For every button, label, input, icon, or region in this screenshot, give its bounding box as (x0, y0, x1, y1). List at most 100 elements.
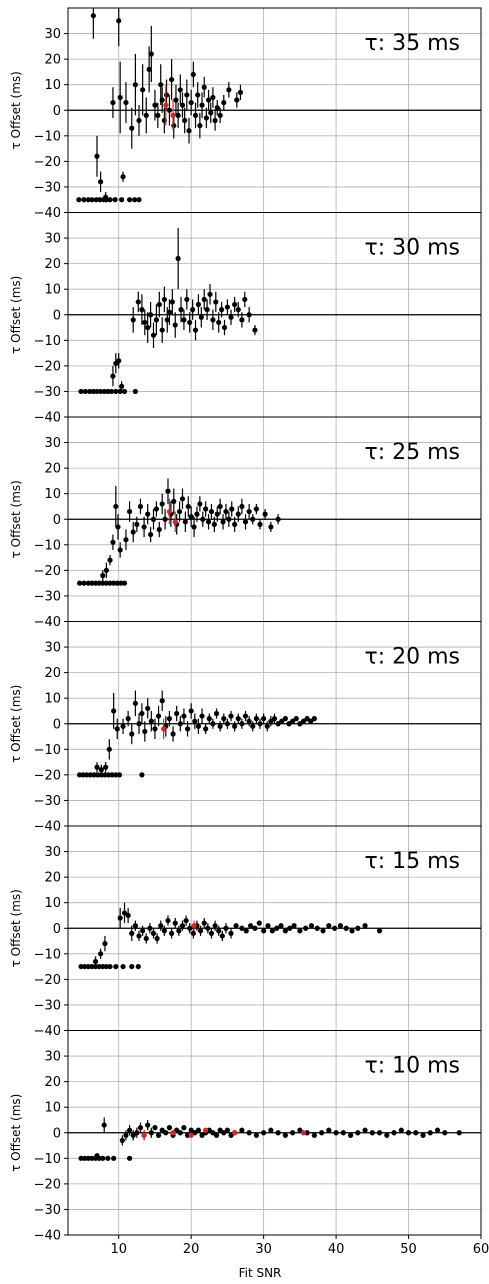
data-point (221, 324, 228, 331)
data-point (175, 255, 181, 262)
data-point (217, 503, 223, 510)
data-point (420, 1132, 426, 1138)
data-point (192, 112, 199, 118)
highlight-point (203, 1127, 209, 1133)
data-point (192, 1130, 198, 1136)
data-point (340, 1130, 346, 1136)
panel-title: τ: 25 ms (364, 440, 460, 465)
highlight-point (161, 726, 167, 732)
data-point (246, 718, 252, 724)
data-point (148, 718, 154, 724)
y-tick-label: 0 (53, 717, 61, 732)
data-point (123, 537, 129, 543)
data-point (94, 1153, 100, 1159)
data-point (265, 923, 271, 929)
data-point (203, 726, 209, 732)
floor-point (85, 1155, 91, 1161)
floor-point (111, 580, 117, 586)
floor-point (90, 388, 96, 395)
floor-point (80, 772, 86, 778)
y-tick-label: 20 (44, 1075, 61, 1090)
highlight-point (172, 519, 178, 525)
floor-point (89, 1155, 95, 1161)
data-point (159, 501, 165, 507)
data-point (205, 97, 212, 103)
data-point (192, 718, 198, 724)
y-axis-label: τ Offset (ms) (9, 480, 23, 558)
data-point (200, 516, 206, 522)
data-point (172, 322, 178, 328)
panel-2: −40 −30 −20 −10 0 10 20 30 τ Offset (ms) τ: 25 ms (9, 416, 482, 630)
data-point (208, 930, 215, 936)
data-point (130, 317, 136, 323)
data-point (376, 1130, 383, 1136)
data-point (210, 721, 216, 727)
data-point (150, 516, 157, 522)
y-tick-label: −40 (34, 206, 61, 221)
data-point (145, 511, 151, 517)
data-point (232, 521, 238, 527)
y-tick-label: −40 (34, 1229, 61, 1244)
data-point (119, 383, 125, 389)
data-point (232, 301, 238, 308)
data-point (262, 511, 268, 517)
data-point (347, 1132, 354, 1138)
data-point (103, 764, 109, 770)
x-tick-label: 40 (328, 1242, 345, 1257)
y-tick-label: 30 (44, 1050, 61, 1065)
y-tick-label: −40 (34, 1024, 61, 1039)
data-point (217, 112, 223, 118)
data-point (261, 716, 267, 722)
data-point (232, 723, 238, 729)
data-point (159, 327, 165, 333)
data-point (220, 519, 226, 525)
data-point (169, 930, 175, 936)
data-point (119, 1137, 125, 1144)
y-tick-label: 10 (44, 487, 61, 502)
data-point (239, 503, 245, 510)
data-point (228, 314, 234, 320)
data-point (181, 1125, 187, 1131)
data-point (129, 125, 135, 131)
data-point (158, 82, 164, 88)
data-point (247, 923, 254, 929)
data-point (320, 928, 326, 934)
data-point (188, 708, 194, 714)
data-point (337, 923, 344, 929)
data-point (140, 928, 146, 934)
data-point (134, 1130, 140, 1136)
floor-point (113, 388, 119, 395)
data-point (143, 935, 149, 942)
panel-1: −40 −30 −20 −10 0 10 20 30 τ Offset (ms) τ: 30 ms (9, 212, 482, 426)
floor-point (107, 580, 113, 586)
data-point (274, 925, 280, 931)
panel-0: −40 −30 −20 −10 0 10 20 30 τ Offset (ms) τ: 35 ms (9, 7, 482, 221)
y-tick-label: 0 (53, 922, 61, 937)
data-point (398, 1127, 404, 1133)
floor-point (82, 1155, 88, 1161)
floor-point (78, 388, 84, 395)
data-point (177, 1130, 183, 1136)
data-point (152, 102, 158, 108)
floor-point (92, 580, 99, 586)
data-point (282, 716, 288, 722)
data-point (221, 716, 227, 722)
data-point (117, 94, 123, 101)
y-axis-label: τ Offset (ms) (9, 71, 23, 149)
floor-point (89, 963, 95, 970)
data-point (197, 501, 203, 507)
data-point (123, 99, 129, 106)
data-point (136, 933, 142, 939)
floor-point (118, 580, 124, 586)
data-point (261, 928, 267, 934)
data-point (224, 721, 231, 727)
data-point (199, 1132, 205, 1138)
data-point (235, 307, 241, 313)
data-point (190, 930, 196, 936)
data-point (176, 928, 182, 934)
floor-point (76, 197, 82, 203)
panel-5: −40 −30 −20 −10 0 10 20 30 τ Offset (ms) τ: 10 ms (9, 1030, 482, 1244)
data-point (291, 923, 297, 929)
y-tick-label: 30 (44, 27, 61, 42)
data-point (132, 923, 138, 929)
